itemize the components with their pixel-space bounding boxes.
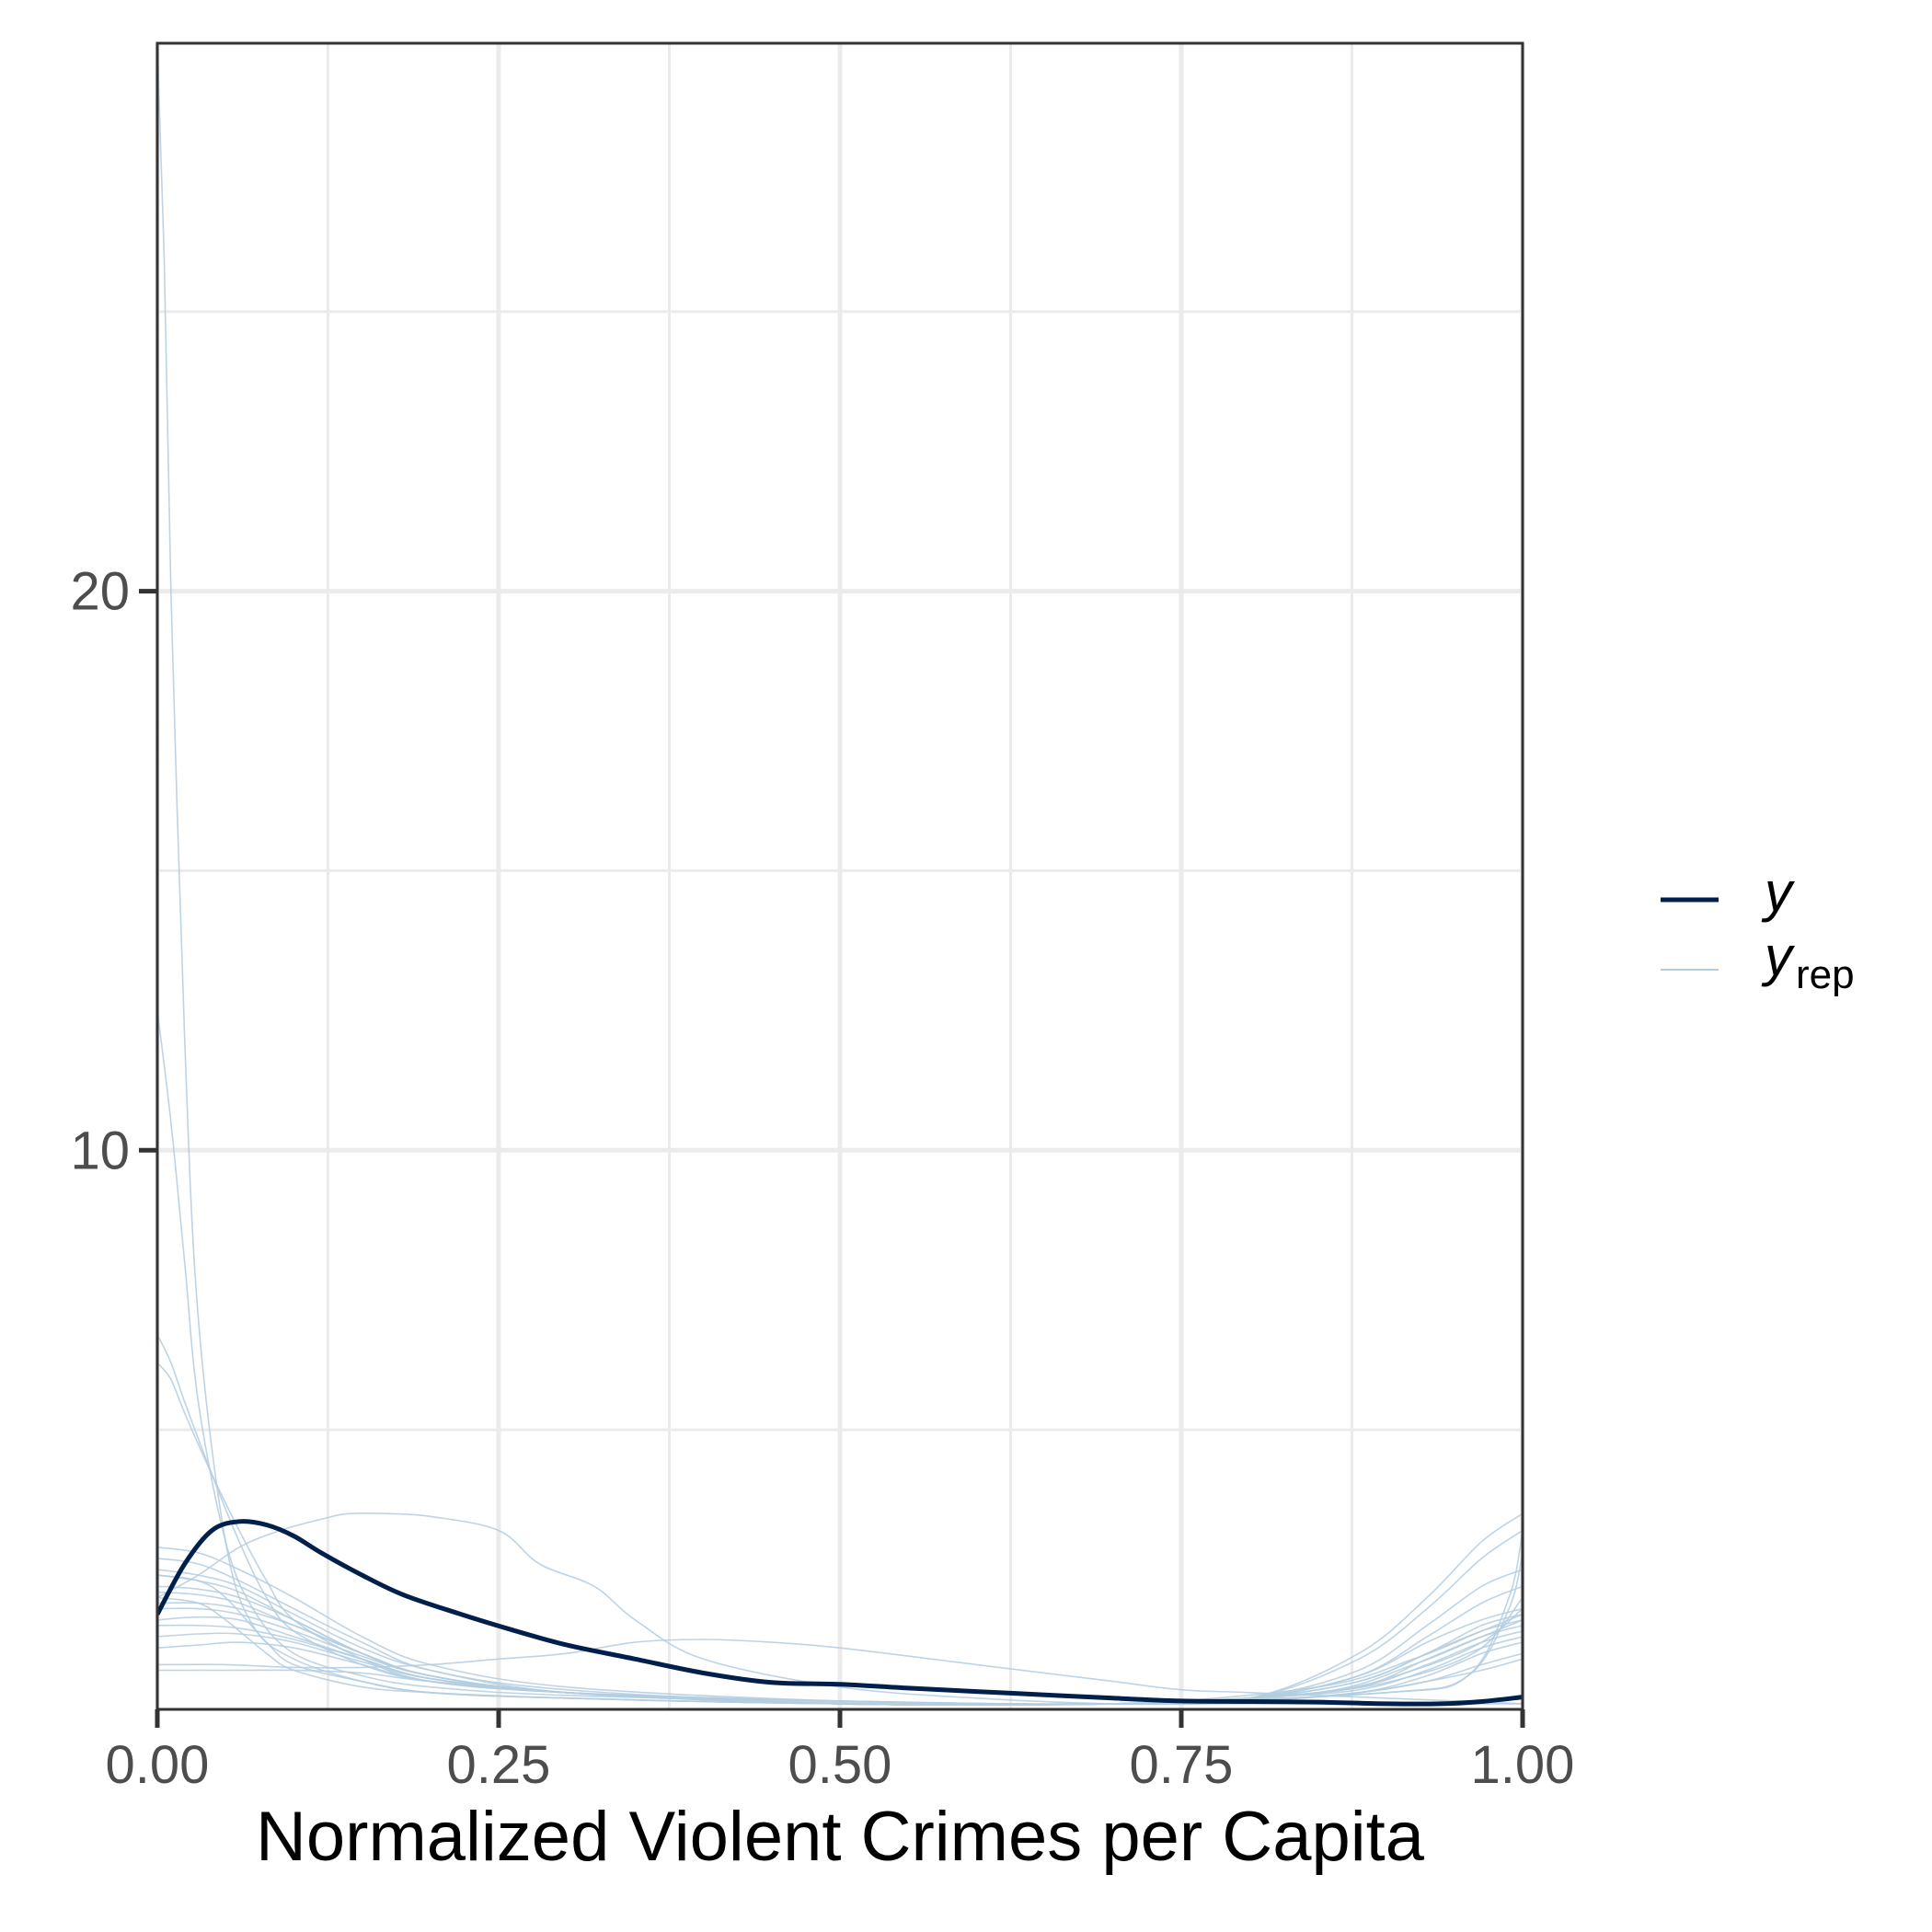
legend-yrep-base: y (1761, 926, 1796, 987)
x-tick-label: 0.50 (788, 1735, 892, 1795)
x-axis: 0.00 0.25 0.50 0.75 1.00 (106, 1709, 1575, 1795)
y-tick-label: 20 (70, 562, 130, 622)
x-axis-title: Normalized Violent Crimes per Capita (256, 1798, 1425, 1876)
x-tick-label: 0.25 (447, 1735, 551, 1795)
legend-y-label: y (1761, 861, 1796, 923)
yrep-line-6 (157, 1639, 1523, 1705)
y-line (157, 1519, 1523, 1707)
x-tick-label: 1.00 (1471, 1735, 1575, 1795)
yrep-line-21 (157, 1552, 1523, 1706)
yrep-line-7 (157, 1512, 1523, 1705)
y-axis: 10 20 (70, 562, 157, 1180)
yrep-series (157, 43, 1523, 1706)
x-tick-label: 0.75 (1130, 1735, 1234, 1795)
legend-yrep-subscript: rep (1796, 952, 1855, 997)
yrep-line-8 (157, 1529, 1523, 1706)
legend-yrep-label: yrep (1761, 926, 1855, 997)
y-series (157, 1519, 1523, 1707)
y-tick-label: 10 (70, 1121, 130, 1180)
legend: y yrep (1661, 861, 1855, 997)
x-tick-label: 0.00 (106, 1735, 210, 1795)
